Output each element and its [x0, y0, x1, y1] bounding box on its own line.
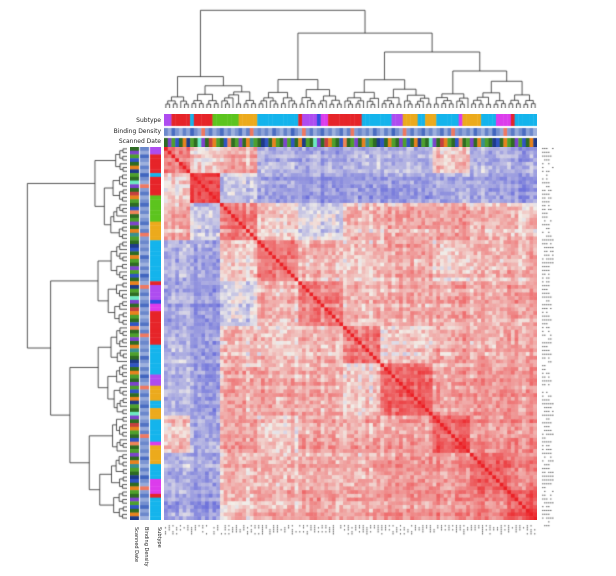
correlation-heatmap-matrix — [164, 147, 537, 520]
subtype-column-footer-label: Subtype — [156, 527, 162, 548]
row-annotation-bars — [130, 147, 161, 520]
row-dendrogram — [25, 147, 127, 520]
scanned-date-column-footer-label: Scanned Date — [133, 527, 139, 563]
scanned-date-annotation-label: Scanned Date — [118, 138, 161, 145]
binding-density-column-footer-label: Binding Density — [143, 527, 149, 567]
column-annotation-bars — [164, 114, 537, 147]
row-tick-labels — [541, 147, 554, 528]
column-dendrogram — [164, 8, 537, 108]
binding-density-annotation-label: Binding Density — [113, 128, 161, 135]
column-tick-labels — [164, 524, 537, 536]
subtype-annotation-label: Subtype — [136, 117, 161, 124]
